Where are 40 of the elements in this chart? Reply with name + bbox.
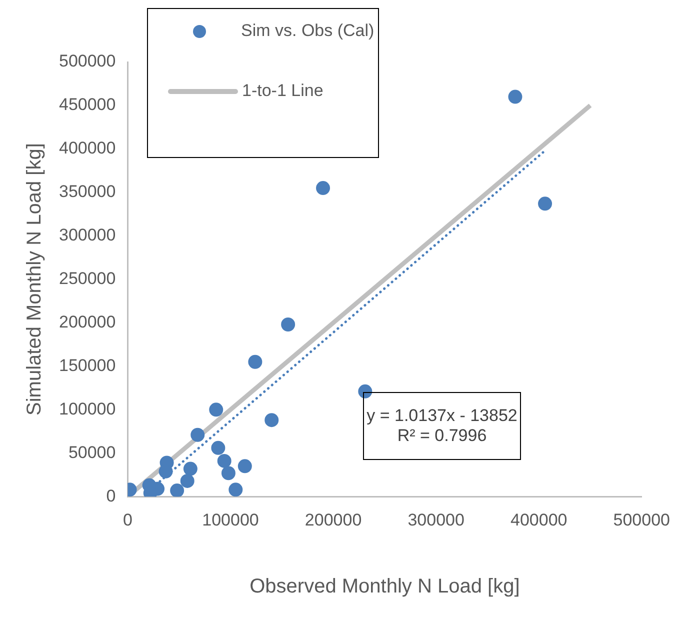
point — [209, 402, 224, 417]
y-tick-label: 100000 — [58, 399, 116, 418]
y-axis-title: Simulated Monthly N Load [kg] — [24, 143, 46, 416]
point — [211, 440, 226, 455]
y-tick-label: 400000 — [58, 138, 116, 158]
y-tick-label: 300000 — [58, 226, 116, 245]
point — [221, 466, 236, 480]
legend-label: Sim vs. Obs (Cal) — [241, 21, 374, 41]
y-tick-label: 150000 — [58, 356, 116, 375]
annotation: y = 1.0137x - 13852 — [366, 406, 518, 426]
x-tick-label: 500000 — [613, 510, 670, 530]
y-tick-label: 0 — [106, 486, 116, 506]
x-tick-label: 400000 — [510, 510, 568, 530]
point — [508, 90, 522, 104]
y-tick-label: 250000 — [58, 268, 116, 288]
y-tick-label: 350000 — [58, 182, 116, 202]
x-tick-label: 200000 — [304, 510, 362, 530]
point — [238, 459, 252, 474]
point — [316, 181, 330, 196]
point — [538, 196, 552, 211]
x-tick-label: 100000 — [202, 510, 259, 530]
point — [217, 454, 232, 468]
y-tick-label: 200000 — [58, 312, 116, 332]
y-tick-label: 450000 — [58, 95, 116, 114]
x-tick-label: 0 — [122, 510, 132, 530]
point — [170, 484, 184, 497]
point — [228, 482, 243, 497]
point — [264, 413, 279, 428]
annotation: R² = 0.7996 — [396, 426, 488, 446]
y-tick-label: 500000 — [58, 52, 116, 71]
point — [190, 428, 205, 442]
point — [183, 462, 198, 476]
legend-label: 1-to-1 Line — [242, 81, 324, 101]
point — [281, 318, 296, 332]
x-tick-label: 300000 — [408, 510, 464, 530]
point — [180, 474, 194, 488]
x-axis-title: Observed Monthly N Load [kg] — [250, 576, 520, 598]
point — [358, 384, 372, 398]
y-tick-label: 50000 — [68, 442, 116, 462]
point — [248, 354, 262, 369]
